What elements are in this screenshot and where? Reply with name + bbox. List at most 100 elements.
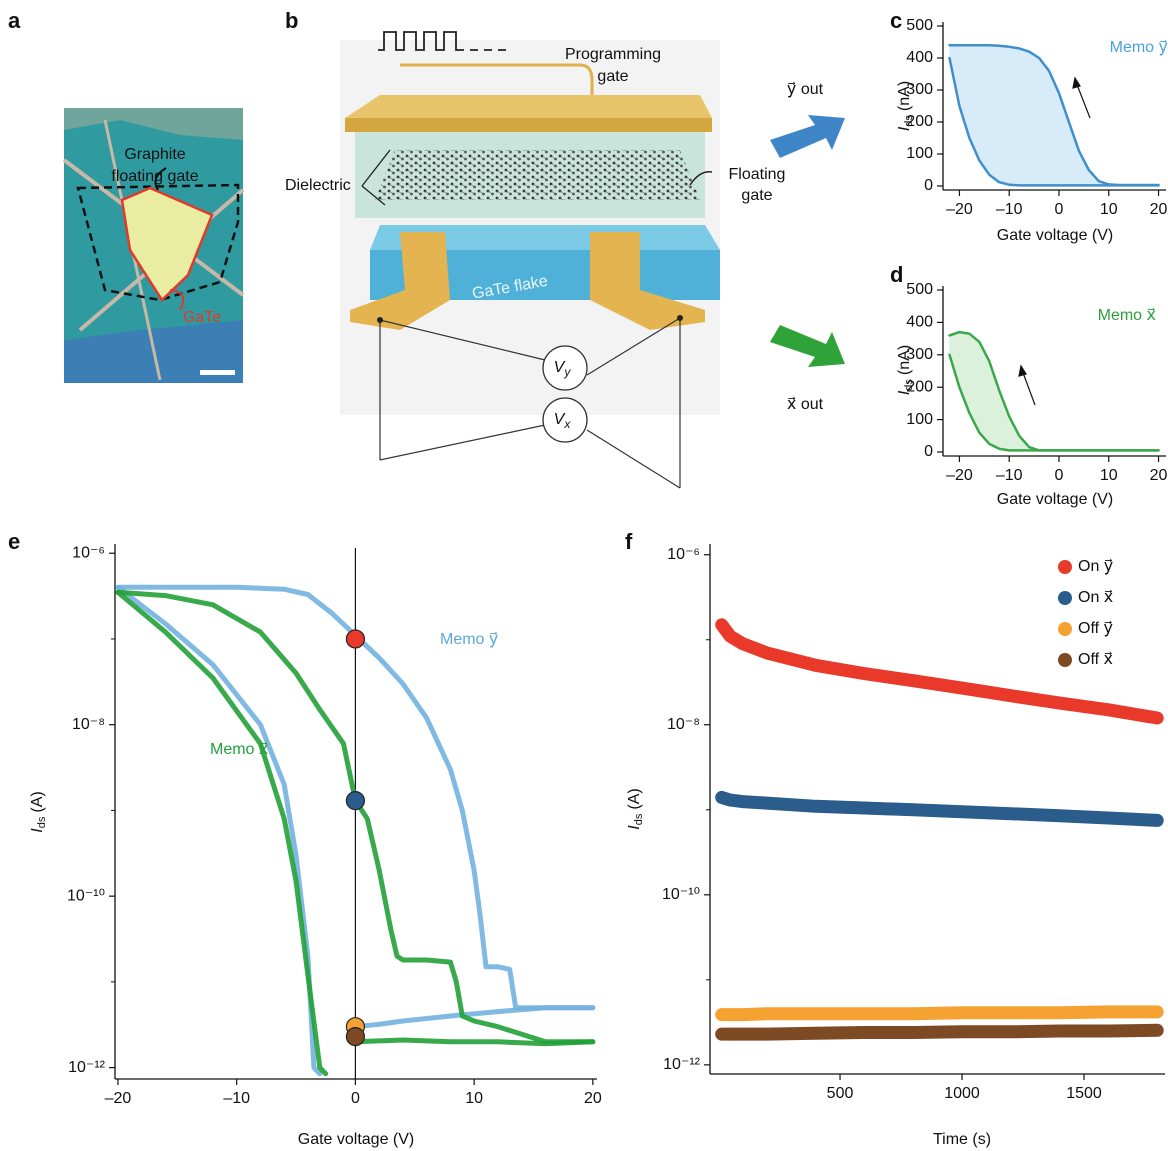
- x-tick-label: 10: [1100, 201, 1118, 218]
- x-tick-label: 0: [1055, 201, 1064, 218]
- y-axis-label: Ids (nA): [896, 345, 915, 395]
- legend-marker: [1058, 560, 1072, 574]
- x-axis-label: Gate voltage (V): [997, 491, 1114, 508]
- series-line: [948, 43, 1160, 187]
- x-tick-label: 20: [1150, 467, 1168, 484]
- annotation: Memo y⃗: [440, 631, 498, 648]
- series-line: [948, 330, 1160, 452]
- y-label-subscript: ds: [36, 816, 48, 828]
- x-axis-label: Gate voltage (V): [298, 1131, 415, 1148]
- x-tick-label: –20: [946, 201, 973, 218]
- y-label-symbol: I: [29, 828, 46, 833]
- panel-label: e: [8, 529, 20, 554]
- panel-label: b: [285, 8, 298, 33]
- y-tick-label: 100: [906, 411, 933, 428]
- x-tick-label: 10: [1100, 467, 1118, 484]
- annotation: x⃗ out: [787, 396, 824, 413]
- annotation: Memo x⃗: [210, 741, 268, 758]
- y-tick-label: 0: [924, 177, 933, 194]
- x-axis-label: Time (s): [933, 1131, 991, 1148]
- y-tick-label: 500: [906, 281, 933, 298]
- legend-marker: [1058, 653, 1072, 667]
- x-tick-label: 10: [465, 1090, 483, 1107]
- y-tick-label: 10⁻⁸: [667, 716, 700, 733]
- subscript: y: [563, 365, 571, 379]
- annotation: Memo x⃗: [1098, 307, 1156, 324]
- state-point: [345, 629, 366, 649]
- y-label-unit: (nA): [896, 81, 913, 111]
- annotation: y⃗ out: [787, 81, 824, 98]
- y-tick-label: 200: [906, 113, 933, 130]
- y-tick-label: 500: [906, 17, 933, 34]
- annotation: floating gate: [111, 168, 198, 185]
- panel-label: f: [625, 529, 633, 554]
- annotation: GaTe: [183, 309, 221, 326]
- device-schematic: [340, 31, 845, 489]
- y-tick-label: 10⁻¹²: [68, 1059, 106, 1076]
- legend-label: On y⃗: [1078, 558, 1113, 575]
- series-line: [715, 1023, 1164, 1041]
- annotation: gate: [597, 68, 628, 85]
- y-tick-label: 300: [906, 346, 933, 363]
- annotation: gate: [741, 187, 772, 204]
- legend-label: On x⃗: [1078, 589, 1113, 606]
- series-line: [115, 589, 329, 1077]
- series-line: [715, 1005, 1164, 1022]
- y-tick-label: 400: [906, 49, 933, 66]
- panel-label: c: [890, 8, 902, 33]
- legend-label: Off y⃗: [1078, 620, 1113, 637]
- y-axis-label: Ids (nA): [896, 81, 915, 131]
- x-tick-label: –10: [223, 1090, 250, 1107]
- x-tick-label: 20: [1150, 201, 1168, 218]
- x-tick-label: 20: [584, 1090, 602, 1107]
- y-tick-label: 10⁻¹⁰: [662, 886, 700, 903]
- x-tick-label: 1000: [944, 1085, 980, 1102]
- series-line: [115, 589, 596, 1045]
- annotation: Vx: [554, 411, 572, 431]
- panel-label: a: [8, 8, 21, 33]
- x-tick-label: –10: [996, 467, 1023, 484]
- legend-label: Off x⃗: [1078, 651, 1113, 668]
- x-tick-label: 500: [827, 1085, 854, 1102]
- y-tick-label: 10⁻⁶: [667, 546, 700, 563]
- y-label-symbol: I: [896, 390, 913, 395]
- y-tick-label: 200: [906, 378, 933, 395]
- x-axis-label: Gate voltage (V): [997, 227, 1114, 244]
- y-label-unit: (nA): [896, 345, 913, 375]
- y-label-unit: (A): [29, 791, 46, 812]
- micrograph: [62, 108, 245, 383]
- y-tick-label: 10⁻⁸: [72, 716, 105, 733]
- y-tick-label: 10⁻¹²: [663, 1056, 701, 1073]
- series-line: [715, 618, 1164, 725]
- y-label-unit: (A): [626, 788, 643, 809]
- y-axis-label: Ids (A): [29, 791, 48, 832]
- y-tick-label: 300: [906, 81, 933, 98]
- x-tick-label: 0: [351, 1090, 360, 1107]
- fill-area: [949, 45, 1159, 186]
- x-tick-label: –20: [946, 467, 973, 484]
- series-line: [115, 584, 323, 1077]
- y-tick-label: 10⁻¹⁰: [67, 887, 105, 904]
- annotation: Programming: [565, 46, 661, 63]
- y-tick-label: 400: [906, 314, 933, 331]
- y-tick-label: 10⁻⁶: [72, 544, 105, 561]
- symbol: V: [554, 411, 566, 428]
- series-line: [352, 1005, 596, 1030]
- fill-area: [949, 332, 1159, 451]
- annotation: Memo y⃗: [1110, 39, 1168, 56]
- annotation: Dielectric: [285, 177, 351, 194]
- x-tick-label: 1500: [1066, 1085, 1102, 1102]
- x-tick-label: –10: [996, 201, 1023, 218]
- annotation: Vy: [554, 359, 572, 379]
- annotation: Graphite: [124, 146, 185, 163]
- state-point: [345, 791, 366, 811]
- state-point: [345, 1026, 366, 1047]
- legend-marker: [1058, 622, 1072, 636]
- y-label-subscript: ds: [903, 115, 915, 127]
- x-tick-label: –20: [105, 1090, 132, 1107]
- legend-marker: [1058, 591, 1072, 605]
- y-tick-label: 0: [924, 443, 933, 460]
- y-label-symbol: I: [626, 825, 643, 830]
- series-line: [715, 790, 1164, 827]
